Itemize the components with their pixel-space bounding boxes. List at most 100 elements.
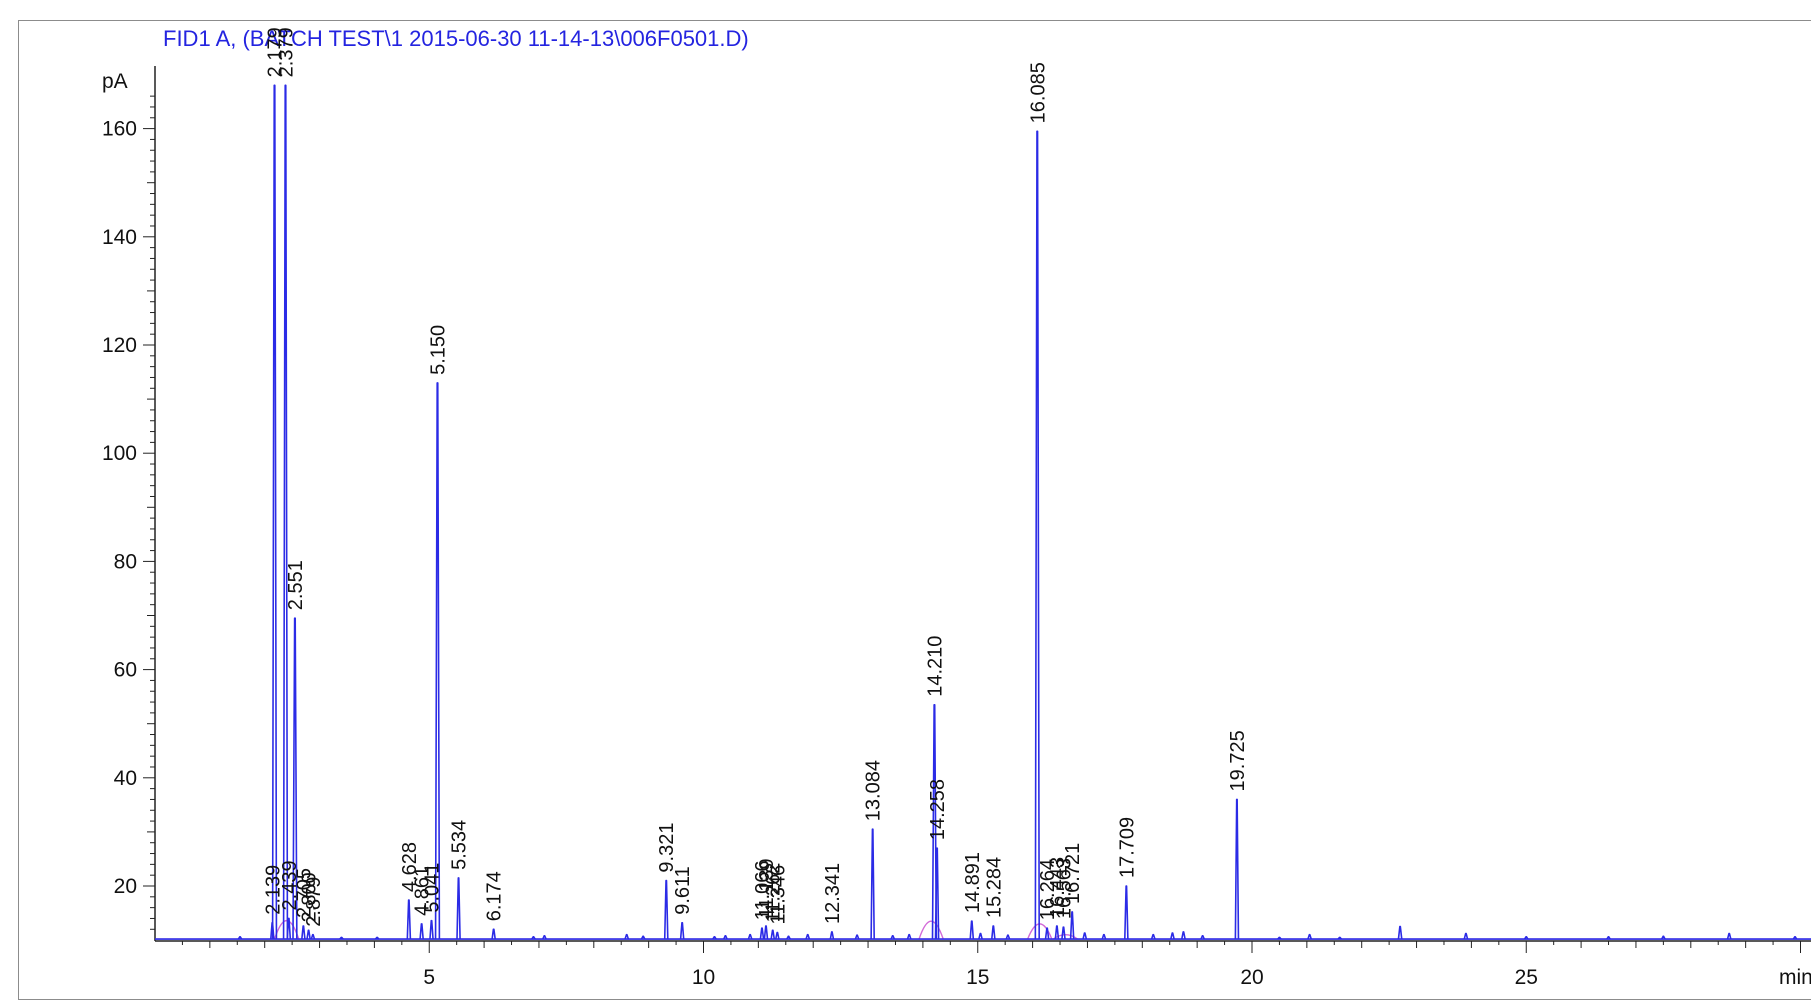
peak <box>491 928 496 940</box>
peak-label: 11.346 <box>767 865 789 925</box>
peak <box>1069 911 1075 940</box>
peak-label: 11.066 <box>752 861 774 921</box>
minor-peak <box>1150 933 1156 940</box>
peak <box>663 879 669 940</box>
x-tick-label: 15 <box>966 966 989 984</box>
peak <box>1034 130 1040 940</box>
minor-peak <box>978 932 983 940</box>
peak <box>286 917 292 940</box>
peak-label: 14.210 <box>924 636 946 697</box>
peak-label: 2.705 <box>293 868 315 918</box>
peak-label: 13.084 <box>863 760 885 821</box>
y-tick-label: 100 <box>102 442 137 465</box>
peak <box>456 877 461 940</box>
minor-peak <box>786 935 791 940</box>
peak-label: 16.721 <box>1062 843 1084 904</box>
peak <box>763 925 769 940</box>
peak-label: 2.551 <box>285 560 307 610</box>
peak-label: 2.179 <box>265 27 287 77</box>
minor-peak <box>723 934 728 940</box>
peak <box>282 84 289 940</box>
peak <box>1061 926 1066 940</box>
x-tick-label: 5 <box>423 966 435 984</box>
peak-label: 2.379 <box>275 27 297 77</box>
x-axis-label: min <box>1779 966 1811 984</box>
y-tick-label: 40 <box>114 767 137 790</box>
minor-peak <box>374 936 380 940</box>
peak <box>931 703 938 940</box>
minor-peak <box>712 936 717 940</box>
minor-peak <box>1082 932 1088 940</box>
peak <box>292 617 298 940</box>
minor-peak <box>906 933 912 940</box>
minor-peak <box>1337 936 1343 940</box>
peak-label: 17.709 <box>1116 817 1138 878</box>
peak <box>301 925 306 940</box>
minor-peak <box>640 935 646 940</box>
y-tick-label: 20 <box>114 875 137 898</box>
peak-label: 16.443 <box>1047 857 1069 918</box>
minor-peak <box>542 934 547 940</box>
minor-peak <box>747 933 753 940</box>
chart-title: FID1 A, (BATCH TEST\1 2015-06-30 11-14-1… <box>163 26 749 51</box>
peak <box>306 929 311 940</box>
peak-label: 11.262 <box>763 863 785 923</box>
peak-label: 16.563 <box>1053 858 1075 919</box>
peak-label: 4.861 <box>412 866 434 916</box>
minor-peak <box>339 936 344 940</box>
minor-peak <box>1606 936 1611 940</box>
y-axis-label: pA <box>102 70 128 93</box>
minor-peak <box>890 934 896 940</box>
peak-label: 2.879 <box>303 877 325 927</box>
peak <box>829 931 835 940</box>
minor-peak <box>1397 925 1403 940</box>
minor-peak <box>1661 935 1666 940</box>
peak <box>419 923 424 940</box>
y-tick-label: 80 <box>114 550 137 573</box>
y-tick-label: 160 <box>102 118 137 141</box>
peak <box>1044 927 1050 940</box>
peak-label: 2.139 <box>262 865 284 915</box>
peak-label: 2.800 <box>299 872 321 922</box>
y-tick-label: 120 <box>102 334 137 357</box>
peak-label: 11.139 <box>756 858 778 918</box>
minor-peak <box>1463 932 1469 940</box>
peak-label: 15.284 <box>983 857 1005 918</box>
peak <box>1124 885 1129 940</box>
minor-peak <box>531 936 536 940</box>
peak <box>775 931 780 940</box>
peak-label: 19.725 <box>1227 730 1249 791</box>
peak <box>429 919 434 940</box>
peak <box>434 382 441 940</box>
y-tick-label: 140 <box>102 226 137 249</box>
peak-label: 6.174 <box>484 871 506 921</box>
y-tick-label: 60 <box>114 659 137 682</box>
peak <box>969 920 975 940</box>
peak <box>934 847 940 940</box>
minor-peak <box>237 936 243 940</box>
peak-label: 5.041 <box>421 863 443 913</box>
peak <box>870 828 875 940</box>
peak <box>990 925 996 940</box>
minor-peak <box>1005 934 1011 940</box>
minor-peak <box>854 934 860 940</box>
x-tick-label: 25 <box>1515 966 1538 984</box>
peak-label: 4.628 <box>399 842 421 892</box>
minor-peak <box>1170 932 1175 940</box>
peak <box>770 929 776 940</box>
peak <box>406 899 412 940</box>
peak-label: 16.085 <box>1027 62 1049 123</box>
minor-peak <box>1101 933 1107 940</box>
peak-label: 9.611 <box>672 866 694 915</box>
peak <box>759 927 765 940</box>
peak-label: 14.258 <box>927 779 949 840</box>
x-tick-label: 10 <box>692 966 715 984</box>
peak-label: 2.439 <box>279 860 301 910</box>
peak <box>1234 798 1240 940</box>
peak-label: 9.321 <box>656 823 678 873</box>
x-tick-label: 20 <box>1240 966 1263 984</box>
peak-label: 12.341 <box>822 863 844 924</box>
peak <box>1054 925 1060 940</box>
minor-peak <box>1181 931 1186 940</box>
